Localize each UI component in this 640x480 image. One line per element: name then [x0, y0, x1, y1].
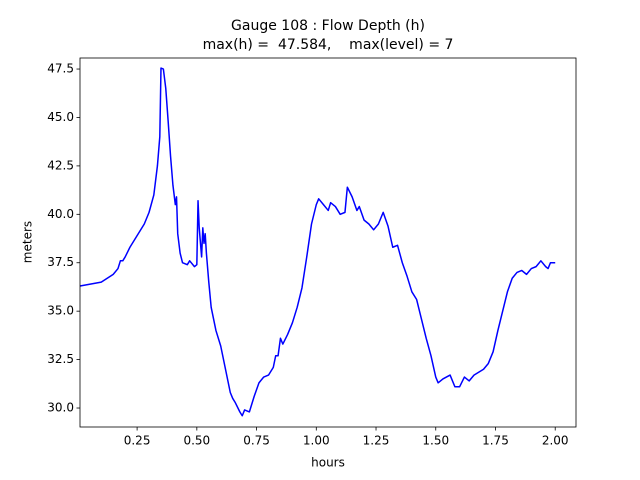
line-series — [79, 67, 556, 417]
x-tick-label: 1.25 — [363, 434, 390, 448]
x-tick-label: 1.00 — [303, 434, 330, 448]
y-tick-label: 32.5 — [47, 352, 74, 366]
y-tick-label: 45.0 — [47, 110, 74, 124]
y-tick-label: 37.5 — [47, 255, 74, 269]
y-tick-label: 30.0 — [47, 401, 74, 415]
y-axis-label: meters — [21, 221, 35, 263]
x-tick-label: 1.50 — [422, 434, 449, 448]
y-tick-label: 47.5 — [47, 62, 74, 76]
x-tick-label: 2.00 — [542, 434, 569, 448]
chart-subtitle: max(h) = 47.584, max(level) = 7 — [203, 37, 454, 53]
plot-frame — [79, 57, 577, 428]
x-tick-label: 0.25 — [124, 434, 151, 448]
x-tick-label: 0.50 — [183, 434, 210, 448]
x-tick-label: 0.75 — [243, 434, 270, 448]
x-axis-label: hours — [311, 456, 345, 470]
chart-title: Gauge 108 : Flow Depth (h) — [231, 18, 425, 34]
y-tick-label: 40.0 — [47, 207, 74, 221]
y-tick-label: 35.0 — [47, 304, 74, 318]
y-tick-label: 42.5 — [47, 158, 74, 172]
x-tick-label: 1.75 — [482, 434, 509, 448]
